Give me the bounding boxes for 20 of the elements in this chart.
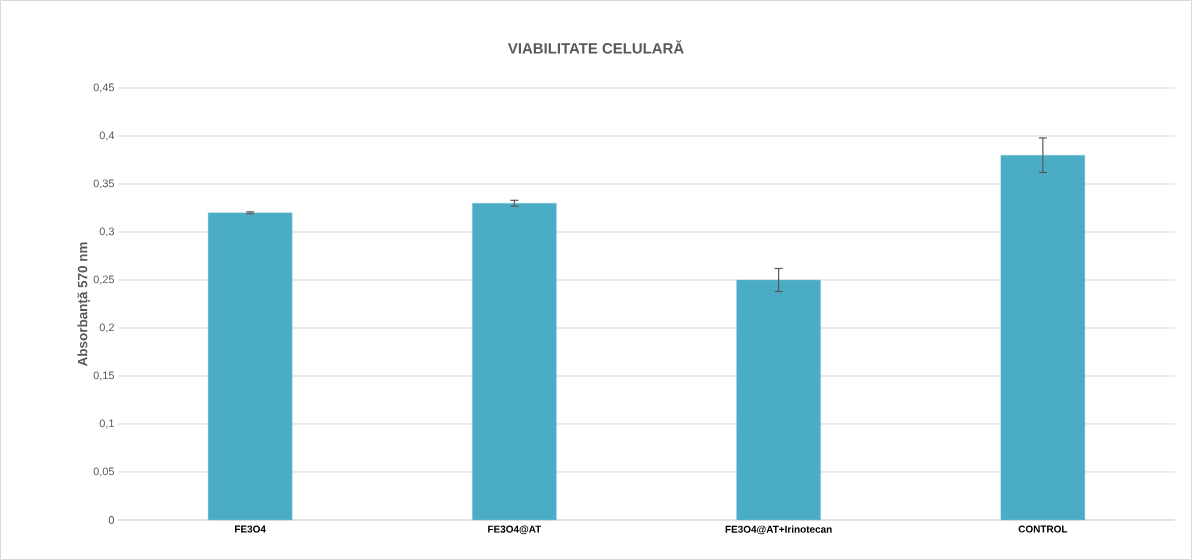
y-tick-label: 0,45 (93, 83, 115, 93)
y-tick-label: 0,3 (99, 227, 115, 237)
bar (472, 202, 557, 521)
chart-title: VIABILITATE CELULARĂ (507, 40, 684, 54)
y-axis-title: Absorbanță 570 nm (77, 242, 91, 367)
bar (207, 212, 293, 521)
y-tick-label: 0,4 (99, 131, 115, 141)
y-tick-label: 0,15 (93, 371, 115, 381)
bar (736, 279, 821, 521)
y-tick-label: 0,35 (93, 179, 115, 189)
x-tick-label: FE3O4 (235, 525, 266, 533)
bar (1000, 154, 1086, 521)
y-tick-label: 0 (108, 516, 115, 524)
y-tick-label: 0,1 (99, 419, 114, 429)
y-tick-label: 0,2 (99, 323, 114, 333)
y-tick-label: 0,05 (93, 467, 115, 477)
x-tick-label: FE3O4@AT (488, 525, 542, 535)
x-tick-label: CONTROL (1018, 525, 1068, 533)
x-tick-label: FE3O4@AT+Irinotecan (725, 525, 832, 535)
y-tick-label: 0,25 (93, 275, 115, 285)
